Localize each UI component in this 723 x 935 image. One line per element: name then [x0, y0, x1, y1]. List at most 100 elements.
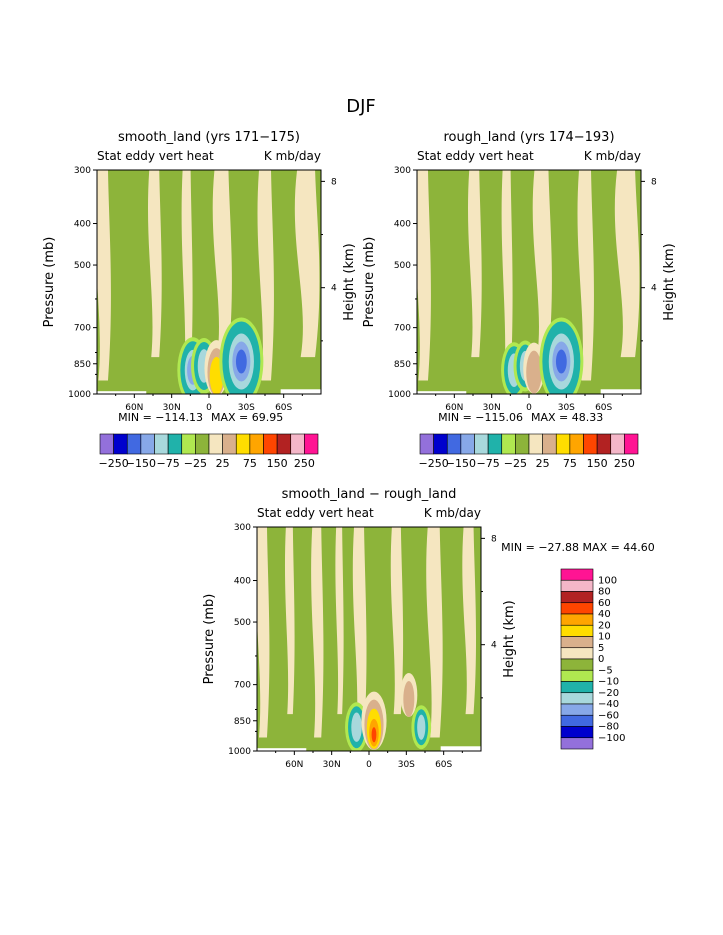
colorbar-swatch	[596, 433, 612, 455]
x-tick-label: 60N	[285, 760, 303, 770]
y-tick-label: 1000	[228, 747, 251, 757]
colorbar-swatch	[560, 737, 594, 750]
panel-2: rough_land (yrs 174−193) Stat eddy vert h…	[362, 130, 677, 470]
colorbar-swatch	[560, 591, 594, 604]
near-zero-region	[426, 527, 443, 738]
colorbar-swatch	[560, 624, 594, 637]
x-tick-label: 60S	[275, 403, 292, 413]
right-tick-label: 8	[651, 177, 657, 187]
panel-subtitle-left: Stat eddy vert heat	[417, 149, 534, 163]
contour-level	[417, 714, 426, 740]
colorbar-swatch	[263, 433, 278, 455]
colorbar-label: −40	[598, 699, 619, 710]
near-zero-region	[501, 170, 513, 381]
colorbar-swatch	[208, 433, 223, 455]
colorbar-swatch	[555, 433, 571, 455]
near-zero-region	[284, 527, 295, 715]
right-tick-label: 8	[491, 534, 497, 544]
x-tick-label: 60N	[445, 403, 463, 413]
y-axis-label: Pressure (mb)	[362, 237, 377, 328]
colorbar-swatch	[560, 669, 594, 682]
surface-mask	[440, 746, 481, 751]
colorbar-label: −250	[99, 457, 129, 470]
y-tick-label: 300	[74, 166, 91, 176]
colorbar-swatch	[487, 433, 503, 455]
colorbar-label: −60	[598, 710, 619, 721]
y-tick-label: 850	[74, 360, 91, 370]
colorbar-label: −250	[419, 457, 449, 470]
near-zero-region	[467, 170, 482, 358]
y-axis-label-right: Height (km)	[502, 600, 517, 677]
y-tick-label: 500	[234, 618, 251, 628]
right-tick-label: 4	[651, 284, 657, 294]
x-tick-label: 30N	[323, 760, 341, 770]
contour-level	[351, 712, 362, 742]
colorbar-swatch	[560, 726, 594, 739]
y-tick-label: 700	[394, 324, 411, 334]
colorbar-label: 0	[598, 654, 604, 665]
colorbar-label: 75	[243, 457, 257, 470]
colorbar-swatch	[304, 433, 319, 455]
colorbar-swatch	[610, 433, 625, 455]
near-zero-region	[614, 170, 640, 358]
near-zero-region	[352, 527, 367, 738]
colorbar-swatch	[560, 602, 594, 615]
panel-subtitle-left: Stat eddy vert heat	[257, 506, 374, 520]
contour-level	[555, 349, 567, 374]
colorbar-label: 250	[614, 457, 635, 470]
colorbar-swatch	[560, 681, 594, 694]
colorbar-label: 80	[598, 587, 611, 598]
x-tick-label: 60S	[435, 760, 452, 770]
colorbar-swatch	[99, 433, 114, 455]
contour-level	[526, 350, 542, 394]
colorbar-swatch	[460, 433, 475, 455]
colorbar-label: −75	[477, 457, 500, 470]
colorbar-swatch	[560, 714, 594, 727]
colorbar-swatch	[154, 433, 169, 455]
x-tick-label: 0	[206, 403, 212, 413]
colorbar-label: 25	[216, 457, 230, 470]
colorbar-label: 150	[267, 457, 288, 470]
right-tick-label: 4	[331, 284, 337, 294]
colorbar-label: 10	[598, 632, 611, 643]
colorbar-label: −80	[598, 722, 619, 733]
y-tick-label: 400	[394, 220, 411, 230]
colorbar-label: −10	[598, 677, 619, 688]
colorbar-label: 20	[598, 620, 611, 631]
surface-mask	[257, 748, 307, 751]
colorbar-swatch	[560, 613, 594, 626]
panel-subtitle-right: K mb/day	[424, 506, 481, 520]
colorbar-swatch	[474, 433, 489, 455]
contour-level	[403, 680, 415, 717]
panel-title: smooth_land − rough_land	[282, 487, 457, 502]
colorbar-label: −150	[446, 457, 476, 470]
y-tick-label: 400	[234, 577, 251, 587]
colorbar-swatch	[560, 636, 594, 649]
max-label: MAX = 48.33	[531, 411, 603, 424]
colorbar-swatch	[560, 703, 594, 716]
near-zero-region	[97, 170, 111, 381]
panel-3: smooth_land − rough_land Stat eddy vert h…	[202, 487, 655, 770]
colorbar-label: 25	[536, 457, 550, 470]
y-tick-label: 1000	[68, 390, 91, 400]
y-tick-label: 850	[234, 717, 251, 727]
near-zero-region	[212, 170, 232, 358]
right-tick-label: 4	[491, 641, 497, 651]
panel-subtitle-right: K mb/day	[584, 149, 641, 163]
y-tick-label: 500	[74, 261, 91, 271]
colorbar-swatch	[249, 433, 264, 455]
colorbar-swatch	[560, 568, 594, 581]
colorbar-swatch	[501, 433, 516, 455]
near-zero-region	[257, 170, 274, 381]
near-zero-region	[417, 170, 431, 381]
colorbar-label: −150	[126, 457, 156, 470]
colorbar-swatch	[290, 433, 305, 455]
contour-level	[235, 349, 247, 374]
x-tick-label: 0	[526, 403, 532, 413]
colorbar-swatch	[113, 433, 128, 455]
y-tick-label: 500	[394, 261, 411, 271]
colorbar-swatch	[433, 433, 448, 455]
colorbar-label: 5	[598, 643, 604, 654]
colorbar-swatch	[235, 433, 251, 455]
